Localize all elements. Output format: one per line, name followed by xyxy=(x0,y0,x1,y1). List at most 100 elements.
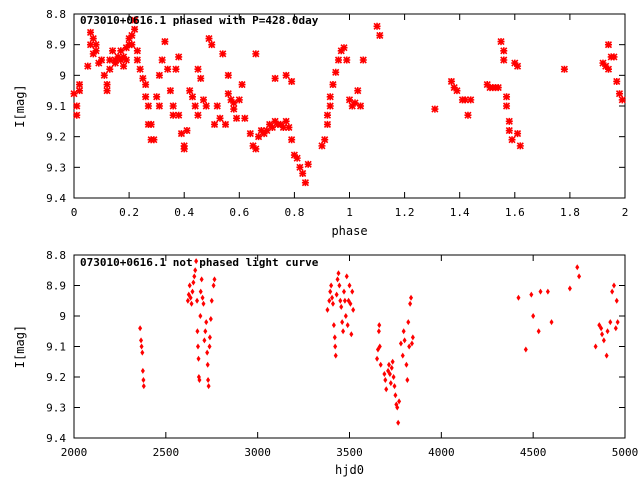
data-point xyxy=(70,90,78,98)
data-point xyxy=(513,130,522,138)
data-point xyxy=(133,56,141,64)
data-point xyxy=(391,374,396,380)
data-point xyxy=(230,99,238,107)
data-point xyxy=(502,93,511,101)
data-point xyxy=(402,337,407,344)
data-point xyxy=(600,331,605,338)
data-point xyxy=(494,84,502,92)
data-point xyxy=(89,34,97,43)
data-point xyxy=(615,90,624,98)
data-point xyxy=(140,349,145,356)
data-point xyxy=(575,264,580,271)
data-point xyxy=(208,316,213,323)
data-point xyxy=(405,377,410,384)
data-point xyxy=(238,80,246,89)
data-point xyxy=(86,41,95,49)
data-point xyxy=(271,74,279,82)
data-point xyxy=(326,102,334,110)
data-point xyxy=(207,334,212,341)
data-point xyxy=(332,334,337,341)
x-tick-label: 0.8 xyxy=(284,206,304,219)
data-point xyxy=(150,136,158,144)
data-point xyxy=(344,273,349,280)
data-point xyxy=(397,398,402,405)
data-point xyxy=(224,90,232,98)
data-point xyxy=(197,74,205,82)
data-point xyxy=(384,386,389,393)
data-point xyxy=(285,123,293,132)
x-tick-label: 2 xyxy=(622,206,629,219)
data-point xyxy=(464,111,472,119)
data-point xyxy=(339,303,344,310)
data-point xyxy=(529,291,534,298)
data-point xyxy=(601,337,606,344)
data-point xyxy=(599,325,604,332)
data-point xyxy=(328,288,333,295)
data-point xyxy=(235,96,243,104)
y-axis-label: I[mag] xyxy=(13,84,27,127)
data-point xyxy=(323,111,332,119)
x-tick-label: 0.6 xyxy=(229,206,249,219)
x-tick-label: 4500 xyxy=(520,446,547,459)
data-point xyxy=(329,282,334,289)
data-point xyxy=(73,102,81,110)
x-tick-label: 1.2 xyxy=(395,206,415,219)
x-tick-label: 1.6 xyxy=(505,206,525,219)
plot-frame xyxy=(73,254,626,439)
data-point xyxy=(407,343,412,350)
data-point xyxy=(453,87,461,95)
data-point xyxy=(197,377,202,384)
data-point xyxy=(141,383,146,390)
data-point xyxy=(193,267,198,274)
data-point xyxy=(136,65,144,73)
data-point xyxy=(341,328,346,335)
data-point xyxy=(139,337,144,344)
chart-title: 073010+0616.1 not phased light curve xyxy=(80,256,319,269)
data-point xyxy=(142,80,150,89)
x-tick-label: 0.4 xyxy=(174,206,194,219)
data-point xyxy=(549,319,554,326)
data-point xyxy=(75,80,84,89)
data-point xyxy=(246,130,254,138)
x-tick-label: 3000 xyxy=(244,446,271,459)
data-point xyxy=(497,38,505,46)
data-point xyxy=(323,120,332,128)
data-point xyxy=(605,328,610,335)
data-point xyxy=(172,65,180,73)
data-point xyxy=(396,419,401,426)
data-point xyxy=(613,325,618,332)
data-point xyxy=(252,145,260,153)
data-point xyxy=(73,111,81,119)
data-point xyxy=(604,41,613,49)
data-point xyxy=(333,343,338,350)
y-tick-label: 8.8 xyxy=(46,249,66,262)
data-point xyxy=(268,123,276,132)
data-point xyxy=(333,352,338,359)
data-point xyxy=(404,361,409,368)
y-tick-label: 8.9 xyxy=(46,280,66,293)
data-point xyxy=(334,291,339,298)
data-point xyxy=(410,334,415,341)
data-point xyxy=(500,47,508,55)
data-point xyxy=(192,273,197,280)
data-point xyxy=(376,328,381,335)
data-point xyxy=(207,343,212,350)
data-point xyxy=(350,288,355,295)
data-point xyxy=(608,319,613,326)
data-point xyxy=(191,279,196,286)
data-point xyxy=(199,96,208,104)
data-point xyxy=(351,306,356,313)
data-point xyxy=(382,370,387,377)
data-point xyxy=(377,343,382,350)
data-point xyxy=(293,154,301,162)
x-tick-label: 1.8 xyxy=(560,206,580,219)
data-point xyxy=(345,322,350,329)
y-axis-label: I[mag] xyxy=(13,325,27,368)
data-point xyxy=(288,136,296,144)
data-point xyxy=(508,136,516,144)
data-point xyxy=(386,361,391,368)
data-point xyxy=(467,96,475,104)
data-point xyxy=(505,126,513,135)
data-point xyxy=(611,282,616,289)
data-point xyxy=(195,297,200,304)
